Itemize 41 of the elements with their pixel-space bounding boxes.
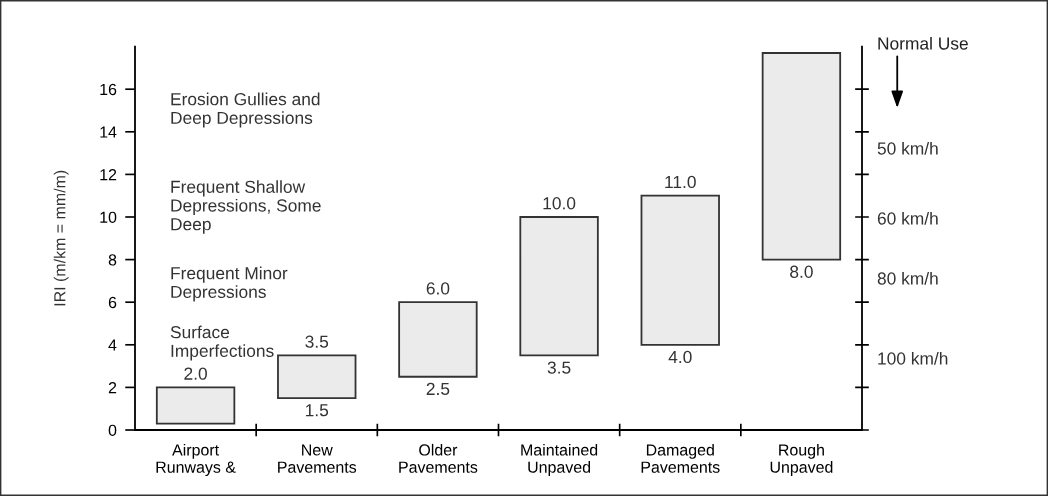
y-tick-label: 16 — [100, 83, 117, 96]
text: Normal Use — [878, 36, 968, 50]
bar — [761, 52, 842, 261]
text: 50 km/h — [877, 141, 938, 155]
annotation: Frequent Minor Depressions — [171, 266, 288, 302]
annotation: 11.0 — [665, 175, 696, 189]
y-tick-label: 12 — [100, 169, 117, 181]
x-tick-label: Airport Runways & — [156, 443, 236, 476]
bar — [519, 216, 599, 357]
y-axis-title: IRI (m/km = mm/m) — [53, 170, 69, 306]
y-tick-label: 8 — [108, 254, 117, 266]
annotation: 3.5 — [305, 335, 329, 348]
x-tick-label: Older Pavements — [399, 443, 478, 473]
text: 80 km/h — [877, 271, 938, 285]
annotation: 1.5 — [306, 404, 329, 417]
annotation: Erosion Gullies and Deep Depressions — [171, 92, 320, 128]
annotation: 6.0 — [426, 282, 450, 295]
y-tick-label: 4 — [108, 339, 117, 351]
y-tick-label: 14 — [100, 126, 117, 138]
bar — [277, 354, 357, 399]
y-tick-label: 10 — [100, 211, 117, 223]
x-tick-label: Rough Unpaved — [770, 443, 833, 476]
x-tick-label: Damaged Pavements — [641, 443, 720, 473]
annotation: 2.0 — [184, 367, 207, 380]
y-tick-label: 0 — [108, 424, 117, 436]
annotation: 2.5 — [426, 382, 450, 396]
y-tick-label: 6 — [108, 296, 117, 309]
text: 100 km/h — [878, 351, 948, 365]
x-tick-label: New Pavements — [278, 444, 357, 473]
bar — [155, 386, 236, 425]
annotation: 8.0 — [790, 265, 813, 278]
x-tick-label: Maintained Unpaved — [521, 443, 598, 476]
annotation: Surface Imperfections — [170, 325, 274, 361]
annotation: 4.0 — [668, 350, 692, 364]
annotation: 3.5 — [547, 361, 571, 374]
annotation: Frequent Shallow Depressions, Some Deep — [171, 180, 321, 234]
y-tick-label: 2 — [108, 382, 117, 394]
annotation: 10.0 — [543, 197, 576, 210]
bar — [640, 194, 720, 346]
text: 60 km/h — [877, 211, 938, 225]
bar — [398, 301, 478, 378]
